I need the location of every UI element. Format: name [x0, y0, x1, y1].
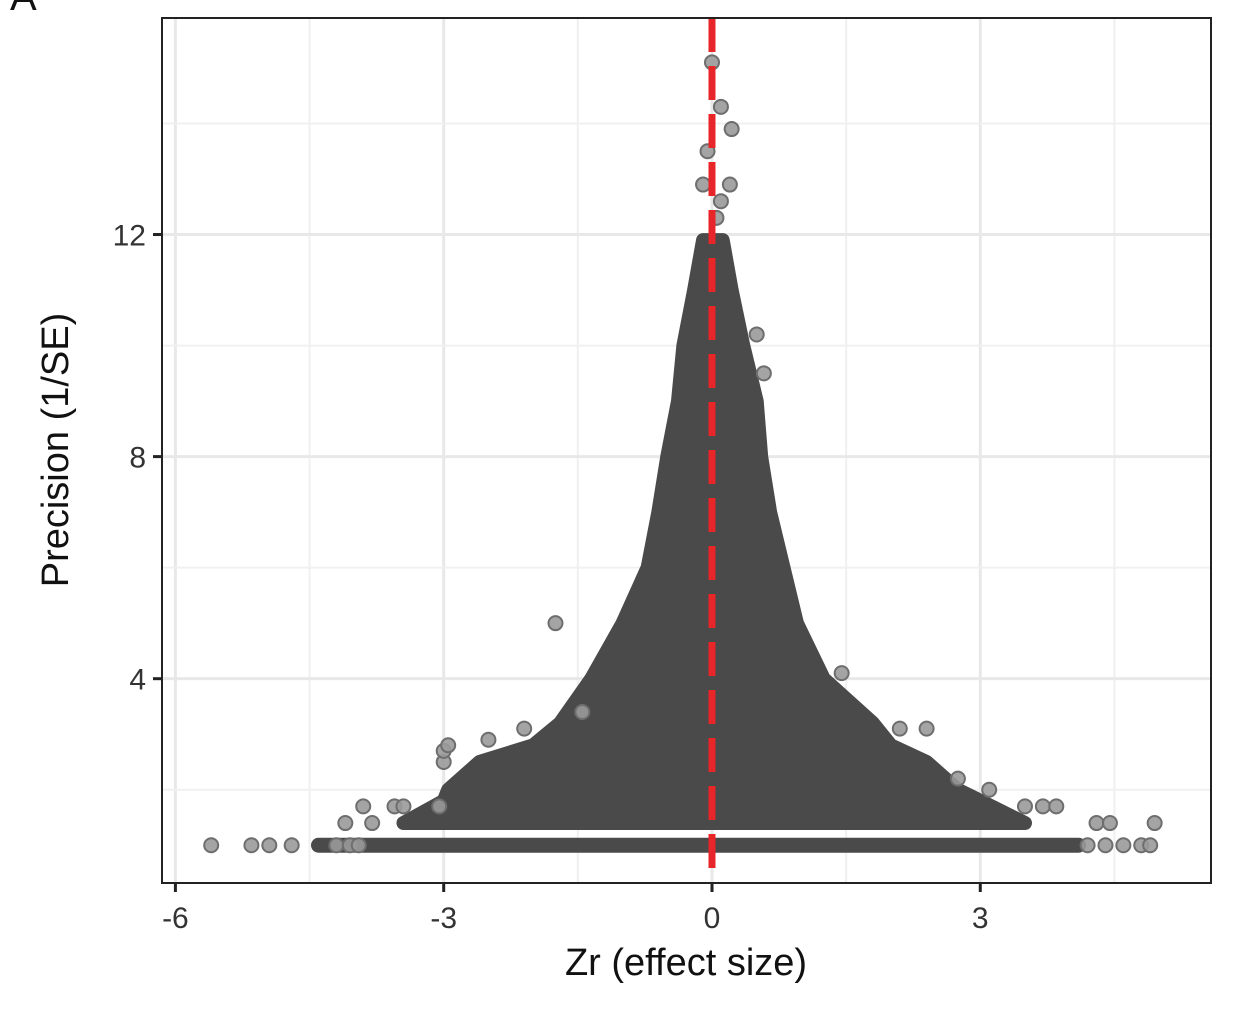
data-point: [283, 837, 300, 854]
panel-label: A: [10, 0, 37, 19]
data-point: [712, 98, 729, 115]
x-tick-label: -6: [162, 902, 189, 935]
data-point: [1146, 815, 1163, 832]
y-tick-label: 8: [129, 442, 146, 475]
data-point: [981, 781, 998, 798]
data-point: [1034, 798, 1051, 815]
data-point: [1016, 798, 1033, 815]
data-point: [203, 837, 220, 854]
data-point: [748, 326, 765, 343]
data-point: [918, 720, 935, 737]
data-point: [1142, 837, 1159, 854]
data-point: [516, 720, 533, 737]
data-point: [1101, 815, 1118, 832]
x-tick-label: 3: [972, 902, 989, 935]
data-point: [328, 837, 345, 854]
data-point: [1048, 798, 1065, 815]
data-point: [395, 798, 412, 815]
x-axis-label: Zr (effect size): [565, 942, 807, 984]
data-point: [712, 193, 729, 210]
data-point: [440, 737, 457, 754]
data-point: [1115, 837, 1132, 854]
data-point: [364, 815, 381, 832]
outlier-points: [203, 54, 1163, 854]
data-point: [243, 837, 260, 854]
data-point: [949, 770, 966, 787]
data-point: [723, 121, 740, 138]
data-point: [431, 798, 448, 815]
data-point: [355, 798, 372, 815]
data-point: [891, 720, 908, 737]
panel-border: [161, 17, 1212, 884]
data-point: [1097, 837, 1114, 854]
data-point: [350, 837, 367, 854]
x-tick-label: -3: [430, 902, 457, 935]
y-axis-label: Precision (1/SE): [35, 313, 77, 588]
data-point: [574, 703, 591, 720]
x-tick-label: 0: [704, 902, 721, 935]
x-axis: -6 -3 0 3: [162, 883, 989, 935]
y-tick-label: 12: [113, 220, 146, 253]
data-point: [695, 176, 712, 193]
data-point: [721, 176, 738, 193]
y-axis: 4 8 12: [113, 220, 162, 697]
data-point: [547, 615, 564, 632]
data-point: [833, 665, 850, 682]
y-tick-label: 4: [129, 664, 146, 697]
data-point: [337, 815, 354, 832]
data-point: [755, 365, 772, 382]
data-point: [261, 837, 278, 854]
data-point: [1079, 837, 1096, 854]
data-point: [480, 731, 497, 748]
data-point: [1088, 815, 1105, 832]
